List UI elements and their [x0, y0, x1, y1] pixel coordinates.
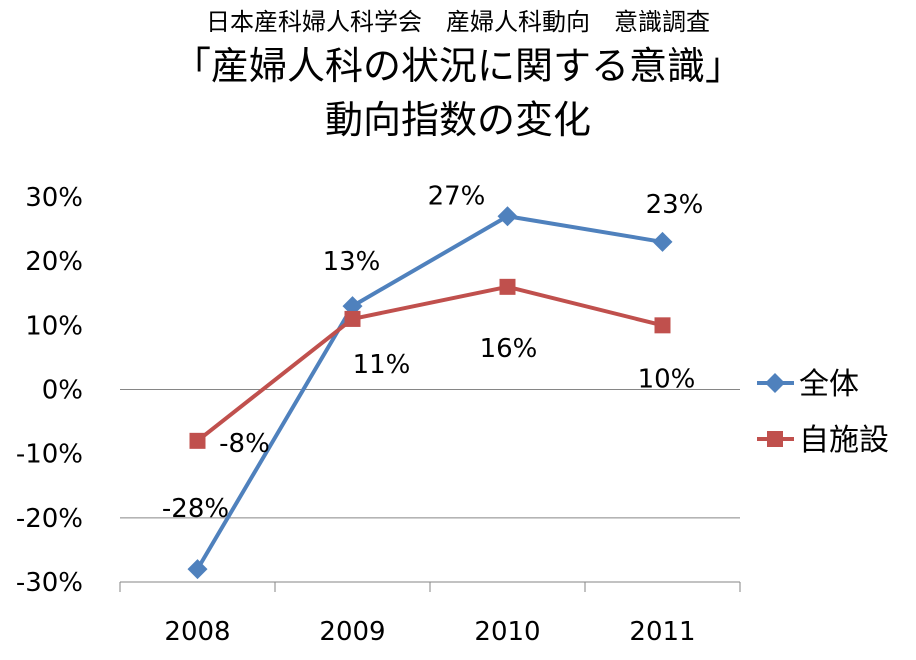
chart-supertitle: 日本産科婦人科学会 産婦人科動向 意識調査	[206, 8, 710, 36]
y-tick-label: 0%	[42, 376, 83, 406]
data-point-marker	[497, 206, 518, 227]
y-tick-label: -20%	[16, 504, 83, 534]
data-label: 27%	[428, 181, 486, 211]
y-tick-label: -30%	[16, 568, 83, 598]
x-tick-label: 2010	[474, 617, 540, 647]
x-tick-label: 2011	[629, 617, 695, 647]
y-tick-label: -10%	[16, 440, 83, 470]
legend-label: 全体	[799, 367, 859, 402]
data-point-marker	[654, 317, 671, 334]
data-label: -28%	[162, 494, 229, 524]
data-point-marker	[189, 432, 206, 449]
y-tick-label: 10%	[25, 311, 83, 341]
legend-marker-icon	[767, 431, 783, 447]
data-label: 10%	[638, 364, 696, 394]
y-tick-label: 30%	[25, 183, 83, 213]
data-point-marker	[499, 278, 516, 295]
legend-label: 自施設	[799, 423, 889, 458]
chart-title: 「産婦人科の状況に関する意識」	[172, 44, 743, 88]
data-label: 11%	[353, 350, 411, 380]
data-point-marker	[652, 231, 673, 252]
data-label: 16%	[480, 334, 538, 364]
data-label: 23%	[646, 190, 704, 220]
data-point-marker	[344, 310, 361, 327]
y-tick-label: 20%	[25, 247, 83, 277]
chart-subtitle: 動向指数の変化	[324, 98, 591, 142]
data-label: -8%	[219, 429, 270, 459]
series-line-total	[195, 214, 663, 571]
x-tick-label: 2009	[319, 617, 385, 647]
series-line-own-facility	[196, 284, 663, 443]
data-point-marker	[187, 559, 208, 580]
legend-marker-icon	[765, 373, 785, 393]
x-tick-label: 2008	[164, 617, 230, 647]
data-label: 13%	[323, 247, 381, 277]
